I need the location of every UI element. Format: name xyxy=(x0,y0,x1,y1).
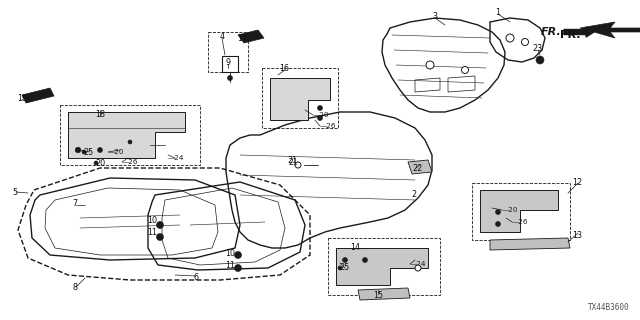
Text: 25: 25 xyxy=(83,148,93,156)
Polygon shape xyxy=(480,190,558,232)
Text: 17: 17 xyxy=(237,34,247,43)
Text: 6: 6 xyxy=(193,273,198,282)
Text: 18: 18 xyxy=(95,109,105,118)
Circle shape xyxy=(94,161,98,165)
Text: 2: 2 xyxy=(412,189,417,198)
Text: 12: 12 xyxy=(572,178,582,187)
Circle shape xyxy=(234,265,241,271)
Text: 5: 5 xyxy=(12,188,17,196)
Circle shape xyxy=(362,258,367,262)
Text: —26: —26 xyxy=(512,219,529,225)
Text: 21: 21 xyxy=(287,156,297,164)
Text: FR.: FR. xyxy=(560,30,580,40)
Circle shape xyxy=(295,162,301,168)
Text: 1: 1 xyxy=(495,7,500,17)
Text: 7: 7 xyxy=(72,198,77,207)
Circle shape xyxy=(522,38,529,45)
Text: TX44B3600: TX44B3600 xyxy=(588,303,630,312)
FancyArrow shape xyxy=(564,27,594,37)
Circle shape xyxy=(536,56,544,64)
Circle shape xyxy=(415,265,421,271)
Circle shape xyxy=(317,106,323,110)
Circle shape xyxy=(97,148,102,153)
Circle shape xyxy=(234,252,241,259)
Circle shape xyxy=(317,116,323,121)
Polygon shape xyxy=(270,78,330,120)
Text: 22: 22 xyxy=(412,164,422,172)
Text: 9: 9 xyxy=(225,58,230,67)
Text: 10: 10 xyxy=(147,215,157,225)
Polygon shape xyxy=(68,112,185,158)
Circle shape xyxy=(157,221,163,228)
Circle shape xyxy=(342,258,348,262)
Text: 11: 11 xyxy=(147,228,157,236)
Text: 21: 21 xyxy=(288,157,298,166)
Text: 4: 4 xyxy=(220,31,225,41)
Polygon shape xyxy=(580,22,640,38)
Text: FR.: FR. xyxy=(541,27,562,37)
Text: 13: 13 xyxy=(572,230,582,239)
Circle shape xyxy=(495,210,500,214)
Polygon shape xyxy=(238,30,264,43)
Text: 16: 16 xyxy=(279,63,289,73)
Text: 8: 8 xyxy=(72,284,77,292)
Circle shape xyxy=(495,221,500,227)
Text: —20: —20 xyxy=(313,112,330,118)
Circle shape xyxy=(461,67,468,74)
Text: 23: 23 xyxy=(532,44,542,52)
Circle shape xyxy=(506,34,514,42)
Text: 10: 10 xyxy=(225,249,235,258)
Polygon shape xyxy=(358,288,410,300)
Text: 14: 14 xyxy=(350,243,360,252)
Circle shape xyxy=(128,140,132,144)
Text: 19: 19 xyxy=(17,93,27,102)
Circle shape xyxy=(426,61,434,69)
Text: 11: 11 xyxy=(225,261,235,270)
Circle shape xyxy=(82,150,86,154)
Circle shape xyxy=(157,234,163,241)
Text: —24: —24 xyxy=(168,155,184,161)
Text: —24: —24 xyxy=(410,261,426,267)
Text: —26: —26 xyxy=(320,123,337,129)
Text: 20: 20 xyxy=(95,158,105,167)
Polygon shape xyxy=(336,248,428,285)
Text: —20: —20 xyxy=(502,207,518,213)
Text: 25: 25 xyxy=(339,263,349,273)
Circle shape xyxy=(338,266,342,270)
Polygon shape xyxy=(408,160,432,174)
Circle shape xyxy=(227,76,232,81)
Text: —20: —20 xyxy=(108,149,125,155)
Polygon shape xyxy=(490,238,570,250)
Polygon shape xyxy=(22,88,54,103)
Text: 15: 15 xyxy=(373,292,383,300)
Text: —26: —26 xyxy=(122,159,138,165)
Circle shape xyxy=(76,147,81,153)
Text: 3: 3 xyxy=(433,12,438,20)
